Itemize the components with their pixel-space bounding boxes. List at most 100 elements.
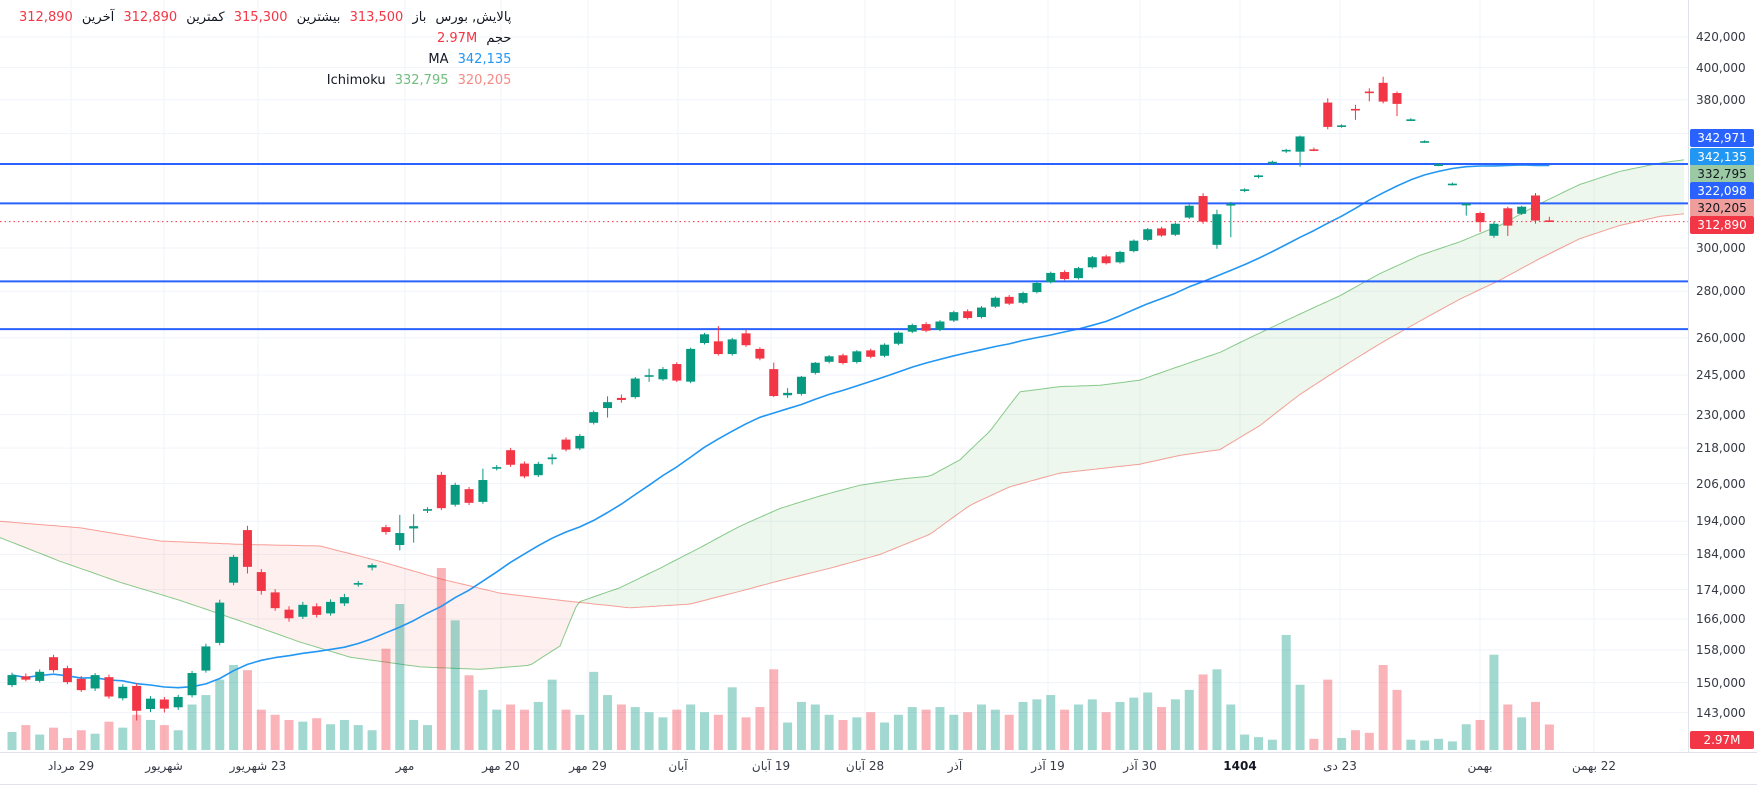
candlestick[interactable]: [464, 489, 474, 503]
candlestick[interactable]: [727, 339, 737, 355]
candlestick[interactable]: [1184, 205, 1194, 218]
candlestick[interactable]: [1157, 228, 1167, 236]
candlestick[interactable]: [270, 592, 280, 609]
candlestick[interactable]: [1323, 102, 1333, 127]
candlestick[interactable]: [658, 369, 668, 380]
candlestick[interactable]: [436, 474, 446, 509]
candlestick[interactable]: [755, 348, 765, 359]
candlestick[interactable]: [824, 356, 834, 362]
candlestick[interactable]: [298, 604, 308, 617]
candlestick[interactable]: [603, 402, 613, 409]
candlestick[interactable]: [118, 686, 128, 699]
candlestick[interactable]: [49, 657, 59, 671]
candlestick[interactable]: [1004, 296, 1014, 304]
candlestick[interactable]: [312, 606, 322, 615]
candlestick[interactable]: [506, 450, 516, 465]
candlestick[interactable]: [949, 312, 959, 321]
candlestick[interactable]: [935, 321, 945, 330]
candlestick[interactable]: [1226, 203, 1236, 206]
candlestick[interactable]: [1073, 268, 1083, 279]
candlestick[interactable]: [547, 457, 557, 460]
candlestick[interactable]: [796, 376, 806, 394]
candlestick[interactable]: [1240, 189, 1250, 191]
candlestick[interactable]: [1170, 223, 1180, 235]
candlestick[interactable]: [977, 307, 986, 318]
candlestick[interactable]: [589, 412, 599, 423]
candlestick[interactable]: [880, 344, 890, 356]
candlestick[interactable]: [1060, 272, 1070, 280]
candlestick[interactable]: [1447, 183, 1457, 186]
time-axis[interactable]: 29 مرداد شهریور 23 شهریور مهر 20 مهر 29 مهر آب…: [0, 752, 1757, 785]
candlestick[interactable]: [1531, 195, 1540, 221]
candlestick[interactable]: [242, 530, 252, 567]
candlestick[interactable]: [672, 364, 682, 381]
candlestick[interactable]: [35, 671, 45, 681]
candlestick[interactable]: [201, 646, 211, 671]
ichimoku-label[interactable]: Ichimoku: [326, 73, 386, 88]
candlestick[interactable]: [1018, 293, 1028, 303]
candlestick[interactable]: [21, 676, 31, 680]
candlestick[interactable]: [533, 463, 543, 476]
candlestick[interactable]: [700, 334, 709, 344]
candlestick[interactable]: [1434, 164, 1444, 166]
candlestick[interactable]: [1309, 149, 1319, 151]
candlestick[interactable]: [1350, 108, 1360, 111]
candlestick[interactable]: [132, 685, 142, 711]
candlestick[interactable]: [1143, 229, 1153, 240]
candlestick[interactable]: [1489, 223, 1499, 236]
candlestick[interactable]: [215, 602, 225, 643]
candlestick[interactable]: [7, 675, 17, 686]
candlestick[interactable]: [423, 509, 432, 511]
candlestick[interactable]: [1461, 203, 1471, 206]
candlestick[interactable]: [284, 609, 294, 619]
candlestick[interactable]: [1503, 208, 1513, 226]
candlestick[interactable]: [1115, 251, 1125, 263]
candlestick[interactable]: [76, 678, 86, 691]
candlestick[interactable]: [492, 467, 502, 469]
candlestick[interactable]: [326, 601, 336, 614]
ma-label[interactable]: MA: [428, 52, 449, 67]
candlestick[interactable]: [1267, 161, 1277, 164]
candlestick[interactable]: [1406, 119, 1416, 121]
candlestick[interactable]: [395, 533, 405, 546]
candlestick[interactable]: [990, 297, 1000, 307]
price-axis[interactable]: 420,000400,000380,000360,000300,000280,0…: [1688, 0, 1757, 752]
candlestick[interactable]: [852, 351, 862, 363]
candlestick[interactable]: [1046, 272, 1056, 283]
candlestick[interactable]: [1420, 141, 1430, 143]
candlestick[interactable]: [229, 556, 239, 583]
candlestick[interactable]: [1198, 196, 1208, 222]
candlestick[interactable]: [893, 332, 903, 344]
candlestick[interactable]: [104, 677, 114, 697]
candlestick[interactable]: [783, 392, 793, 396]
candlestick[interactable]: [616, 397, 626, 401]
candlestick[interactable]: [907, 325, 917, 332]
candlestick[interactable]: [1212, 214, 1222, 245]
candlestick[interactable]: [561, 439, 571, 450]
candlestick[interactable]: [519, 463, 529, 477]
candlestick[interactable]: [90, 675, 100, 689]
candlestick[interactable]: [1364, 91, 1374, 94]
candlestick[interactable]: [866, 350, 876, 357]
candlestick[interactable]: [339, 597, 349, 604]
candlestick[interactable]: [1475, 213, 1485, 223]
candlestick[interactable]: [159, 699, 169, 709]
candlestick[interactable]: [478, 480, 488, 502]
candlestick[interactable]: [686, 348, 696, 382]
candlestick[interactable]: [838, 355, 848, 364]
candlestick[interactable]: [1087, 257, 1097, 268]
candlestick[interactable]: [62, 668, 72, 683]
price-chart-canvas[interactable]: [0, 0, 1688, 752]
candlestick[interactable]: [575, 435, 585, 449]
candlestick[interactable]: [1517, 206, 1527, 214]
candlestick[interactable]: [921, 324, 931, 331]
candlestick[interactable]: [1295, 136, 1305, 152]
candlestick[interactable]: [256, 572, 266, 591]
candlestick[interactable]: [187, 673, 197, 696]
candlestick[interactable]: [741, 333, 751, 346]
candlestick[interactable]: [146, 698, 155, 710]
candlestick[interactable]: [1129, 240, 1139, 252]
candlestick[interactable]: [1378, 82, 1388, 102]
candlestick[interactable]: [630, 378, 640, 398]
candlestick[interactable]: [769, 369, 779, 397]
